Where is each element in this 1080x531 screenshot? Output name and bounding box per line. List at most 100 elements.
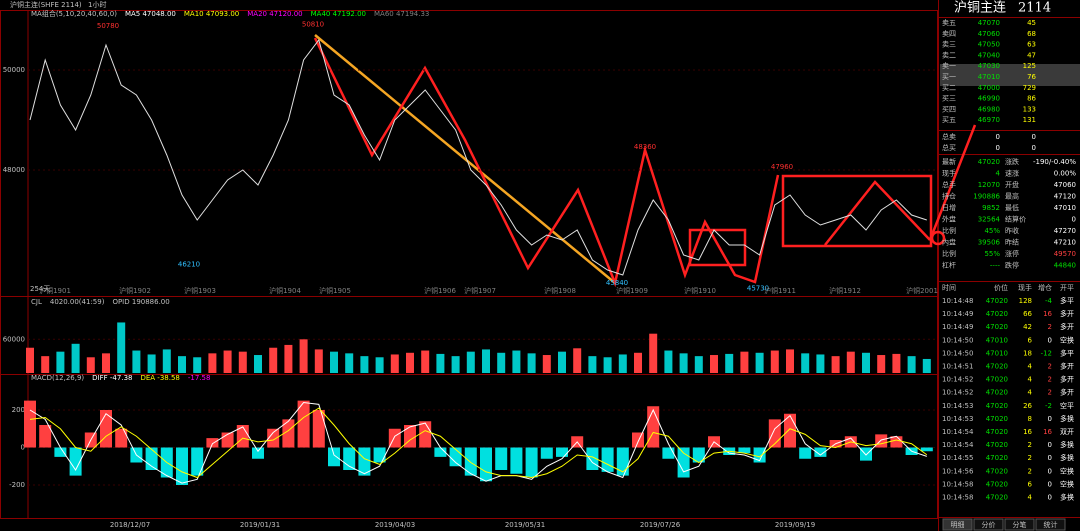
ticks-header: 时间 [942, 283, 956, 292]
macd-bar [647, 406, 660, 448]
book-label: 买四 [942, 105, 956, 113]
book-label: 卖二 [942, 51, 956, 59]
price-line [29, 38, 927, 276]
stat-label: 速涨 [1005, 169, 1019, 178]
ticks-header: 开平 [1060, 284, 1074, 292]
book-label: 买二 [942, 84, 956, 92]
ticks-header: 增仓 [1038, 283, 1052, 292]
book-price: 47060 [978, 30, 1000, 38]
stat-label: 涨停 [1005, 249, 1019, 258]
tick-cell: 47020 [986, 310, 1008, 318]
macd-bar [920, 447, 933, 452]
volume-bar [299, 339, 308, 373]
period[interactable]: 1小时 [88, 0, 106, 9]
volume-bar [527, 353, 536, 373]
stat-value: 47020 [978, 158, 1000, 166]
volume-bar [482, 349, 490, 373]
book-label: 卖四 [942, 30, 956, 38]
volume-bar [755, 352, 764, 373]
tab-label[interactable]: 统计 [1044, 520, 1058, 529]
tick-cell: 10:14:49 [942, 323, 973, 331]
tick-cell: 10:14:58 [942, 480, 973, 488]
drawn-annotations [313, 34, 977, 288]
tab-label[interactable]: 分笔 [1013, 520, 1027, 529]
volume-bar [558, 351, 566, 373]
macd-bar [434, 447, 447, 457]
tick-cell: 10:14:58 [942, 494, 973, 502]
stat-label: 最低 [1005, 203, 1019, 212]
stat-label: 现手 [942, 169, 956, 178]
date-label: 2019/01/31 [240, 521, 280, 529]
macd-bar [860, 447, 872, 461]
legend-item: -17.58 [188, 374, 211, 382]
volume-bar [162, 349, 171, 373]
volume-bar [360, 356, 369, 373]
stat-label: 最高 [1005, 192, 1019, 201]
legend-item: MA组合(5,10,20,40,60,0) [31, 9, 117, 18]
total-a: 0 [996, 144, 1000, 152]
tick-cell: 16 [1043, 310, 1052, 318]
book-price: 47050 [978, 41, 1000, 49]
volume-bar [421, 350, 430, 373]
legend-item: OPID 190886.00 [112, 298, 169, 306]
date-label: 2019/07/26 [640, 521, 681, 529]
stat-label: 外盘 [942, 215, 956, 224]
volume-bar [846, 351, 855, 373]
tick-cell: 8 [1028, 415, 1032, 423]
tick-cell: 0 [1048, 441, 1052, 449]
extreme-label: 45840 [606, 279, 628, 287]
tick-cell: 10:14:50 [942, 336, 973, 344]
tick-cell: 47020 [986, 376, 1008, 384]
contract-label: 沪铜1905 [319, 286, 351, 295]
symbol[interactable]: 沪铜主连(SHFE 2114) [10, 0, 82, 9]
best-quote-highlight [940, 64, 1080, 86]
tab[interactable] [942, 518, 973, 531]
book-volume: 729 [1023, 84, 1036, 92]
macd-bar [54, 447, 67, 457]
volume-bar [740, 351, 749, 373]
book-price: 46980 [978, 105, 1000, 113]
tick-cell: 4 [1028, 389, 1033, 397]
book-price: 47070 [978, 19, 1000, 27]
tick-cell: 空换 [1060, 466, 1074, 475]
volume-bar [284, 344, 293, 373]
contract-label: 沪铜1901 [39, 286, 71, 295]
tab[interactable] [1035, 518, 1066, 531]
volume-bar [451, 356, 460, 373]
contract-label: 沪铜1912 [829, 286, 861, 295]
date-label: 2019/04/03 [375, 521, 415, 529]
tick-cell: 10:14:49 [942, 310, 973, 318]
macd-bar [358, 447, 371, 476]
stat-value: 0 [1072, 216, 1076, 224]
tick-cell: 47010 [986, 349, 1008, 357]
volume-bar [649, 333, 658, 373]
volume-bar [512, 350, 521, 373]
stat-value: 49570 [1054, 250, 1076, 258]
tab-label[interactable]: 分价 [982, 520, 996, 529]
macd-bar [297, 400, 310, 448]
volume-bar [466, 351, 475, 373]
tick-cell: 16 [1043, 428, 1052, 436]
stat-value: 55% [984, 250, 1000, 258]
book-label: 卖一 [942, 62, 956, 70]
macd-bar [419, 421, 432, 448]
volume-bar [406, 352, 414, 373]
macd-bar [890, 436, 903, 448]
tab-label[interactable]: 明细 [951, 520, 965, 529]
tab[interactable] [973, 518, 1004, 531]
ticks-header: 现手 [1018, 283, 1032, 292]
tab[interactable] [1004, 518, 1035, 531]
volume-bar [71, 343, 80, 373]
macd-bar [69, 447, 82, 476]
macd-bar [616, 447, 629, 476]
tick-cell: 6 [1028, 480, 1033, 488]
contract-label: 沪铜1910 [684, 286, 716, 295]
book-price: 47010 [978, 73, 1000, 81]
volume-bar [314, 349, 323, 373]
stat-value: 32564 [978, 216, 1001, 224]
legend-item: DIFF -47.38 [92, 374, 132, 382]
tick-cell: 47020 [986, 467, 1008, 475]
extreme-label: 47960 [771, 163, 793, 171]
diff-line [29, 401, 927, 484]
stat-label: 总手 [942, 180, 956, 189]
